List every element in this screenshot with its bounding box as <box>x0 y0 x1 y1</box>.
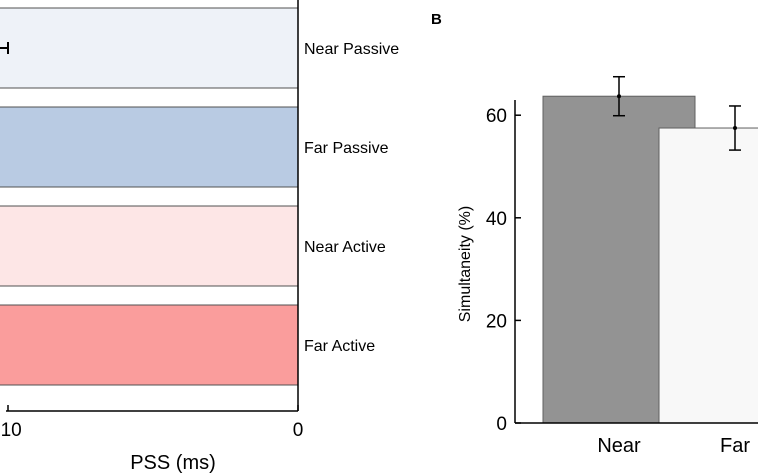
mean-point <box>617 94 621 99</box>
panel-a-category-labels: Near Passive Far Passive Near Active Far Ac… <box>304 41 399 355</box>
panel-b-bars <box>542 95 758 424</box>
panel-b-category-labels: Near Far <box>597 435 750 457</box>
bar-near-active <box>0 205 299 287</box>
bar-far <box>658 127 758 424</box>
panel-b-y-axis <box>514 100 758 424</box>
y-tick-label-1: 20 <box>486 311 507 332</box>
bar-far-active <box>0 304 299 386</box>
category-label-near-active: Near Active <box>304 239 386 256</box>
panel-b-chart: B 0 20 40 60 Near Far Simultaneity (%) <box>431 11 758 457</box>
category-label-far-passive: Far Passive <box>304 140 389 157</box>
category-label-far-active: Far Active <box>304 338 375 355</box>
category-label-far: Far <box>720 435 750 457</box>
panel-a-x-tick-labels: -40-30-20-100 <box>0 420 303 441</box>
panel-a-bars <box>0 7 299 386</box>
bar-far-passive <box>0 106 299 188</box>
y-tick-label-2: 40 <box>486 209 507 230</box>
panel-a-error-bars <box>0 42 9 54</box>
panel-b-y-axis-title: Simultaneity (%) <box>457 206 474 322</box>
panel-a-x-axis <box>6 0 299 412</box>
panel-b-y-tick-labels: 0 20 40 60 <box>486 106 507 435</box>
x-tick-label-4: 0 <box>293 420 304 441</box>
y-tick-label-3: 60 <box>486 106 507 127</box>
category-label-near-passive: Near Passive <box>304 41 399 58</box>
error-bar-near-passive <box>0 42 9 54</box>
mean-point <box>733 126 737 131</box>
error-bar-far <box>729 105 741 151</box>
bar-near-passive <box>0 7 299 89</box>
panel-a-x-axis-title: PSS (ms) <box>130 452 216 473</box>
x-tick-label-3: -10 <box>0 420 22 441</box>
panel-b-letter: B <box>431 11 442 28</box>
category-label-near: Near <box>597 435 641 457</box>
panel-b-error-bars <box>613 75 741 151</box>
error-bar-near <box>613 75 625 117</box>
y-tick-label-0: 0 <box>496 414 507 435</box>
